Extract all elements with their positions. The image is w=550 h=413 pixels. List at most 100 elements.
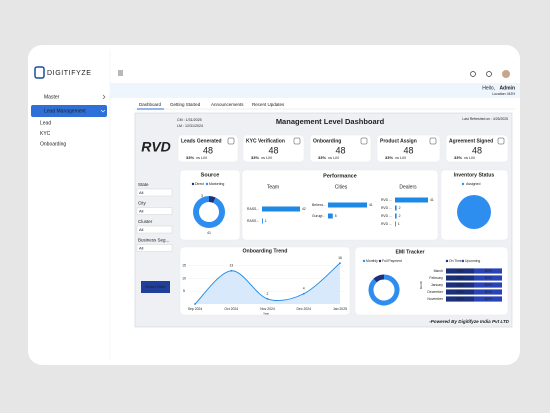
label: KYC [40,131,51,137]
label: March [434,269,444,273]
bar [328,202,367,208]
label: Cluster [138,219,153,224]
label: Reset Filter [145,284,166,289]
kpi-icon [497,137,505,145]
label: State [138,182,149,187]
label: 48 [403,145,413,155]
label: 48 [472,145,482,155]
label: 50% [457,276,464,280]
dropdown[interactable] [136,244,173,252]
card [445,134,509,163]
chevron [100,109,106,113]
label: February [429,276,443,280]
label: 50% [485,269,492,273]
label: -Powered By Digitifyze India Pvt LTD [429,319,509,324]
label: 1 [398,222,400,226]
label: City [138,201,146,206]
legend-swatch [362,259,366,263]
label: vs LM [395,155,406,160]
label: 33% [318,155,326,160]
label: 2 [399,206,401,210]
label: 3 [201,194,203,198]
label: vs LM [196,155,207,160]
label: All [139,190,144,195]
pie [457,195,491,229]
point [230,269,233,272]
label: Onboarding [313,138,341,144]
label: 1 [265,219,267,223]
label: RVD ... [381,198,392,202]
label: EMI Tracker [395,249,424,255]
label: Onboarding Trend [243,248,288,254]
label: Lead Management [44,108,86,114]
label: RVD ... [381,206,392,210]
legend-swatch [378,259,382,263]
legend-swatch [461,259,465,263]
logo-icon [34,66,45,79]
menu-icon[interactable] [118,70,123,76]
label: Getting Started [170,102,201,107]
label: 33% [385,155,393,160]
dropdown[interactable] [136,188,173,197]
label: Year [263,311,269,315]
label: All [139,245,144,250]
bar [395,213,397,219]
point [266,297,269,300]
label: 5 [335,214,337,218]
card [376,134,441,163]
label: Business Seg... [138,238,169,243]
label: On Time [449,259,462,263]
label: Month [419,281,423,290]
theme-icon[interactable] [470,71,476,77]
point [194,303,196,305]
avatar[interactable] [502,70,510,78]
label: All [139,208,144,213]
label: Upcoming [465,259,480,263]
dropdown[interactable] [136,207,173,215]
point [339,262,341,265]
label: 15 [182,264,186,268]
active-menu[interactable] [31,105,107,117]
point [302,292,305,295]
label: Last Refreshed on : 4/25/2025 [462,117,508,121]
bar [395,221,396,227]
label: 2 [399,214,401,218]
label: 41 [369,203,373,207]
bar [262,206,300,212]
label: vs LM [328,155,339,160]
settings-icon[interactable] [486,71,492,77]
bar [446,289,474,295]
legend-swatch [445,259,449,263]
label: Assigned [466,182,480,186]
bar [446,268,474,274]
label: 2 [267,292,269,296]
donut-slice [368,274,400,306]
label: Dec 2024 [296,307,311,311]
dropdown[interactable] [136,225,173,234]
kpi-icon [360,137,368,145]
label: Lead [40,120,51,126]
label: 33% [454,155,462,160]
label: December [427,290,444,294]
donut-slice [373,274,385,283]
label: November [427,297,444,301]
label: Team [267,184,279,190]
label: Leads Generated [181,138,222,144]
label: 50% [457,269,464,273]
bar [474,296,502,302]
label: RVD ... [381,222,392,226]
reset-button[interactable] [141,281,170,293]
label: Direct [195,182,204,186]
label: Marketing [209,182,224,186]
label: Onboarding [40,141,66,147]
legend-swatch [205,182,209,186]
bar [474,275,502,281]
kpi-icon [293,137,301,145]
label: 5 [183,289,185,293]
label: RASS... [247,207,259,211]
chevron [102,94,106,100]
label: Nov 2024 [260,307,275,311]
label: vs LM [261,155,272,160]
